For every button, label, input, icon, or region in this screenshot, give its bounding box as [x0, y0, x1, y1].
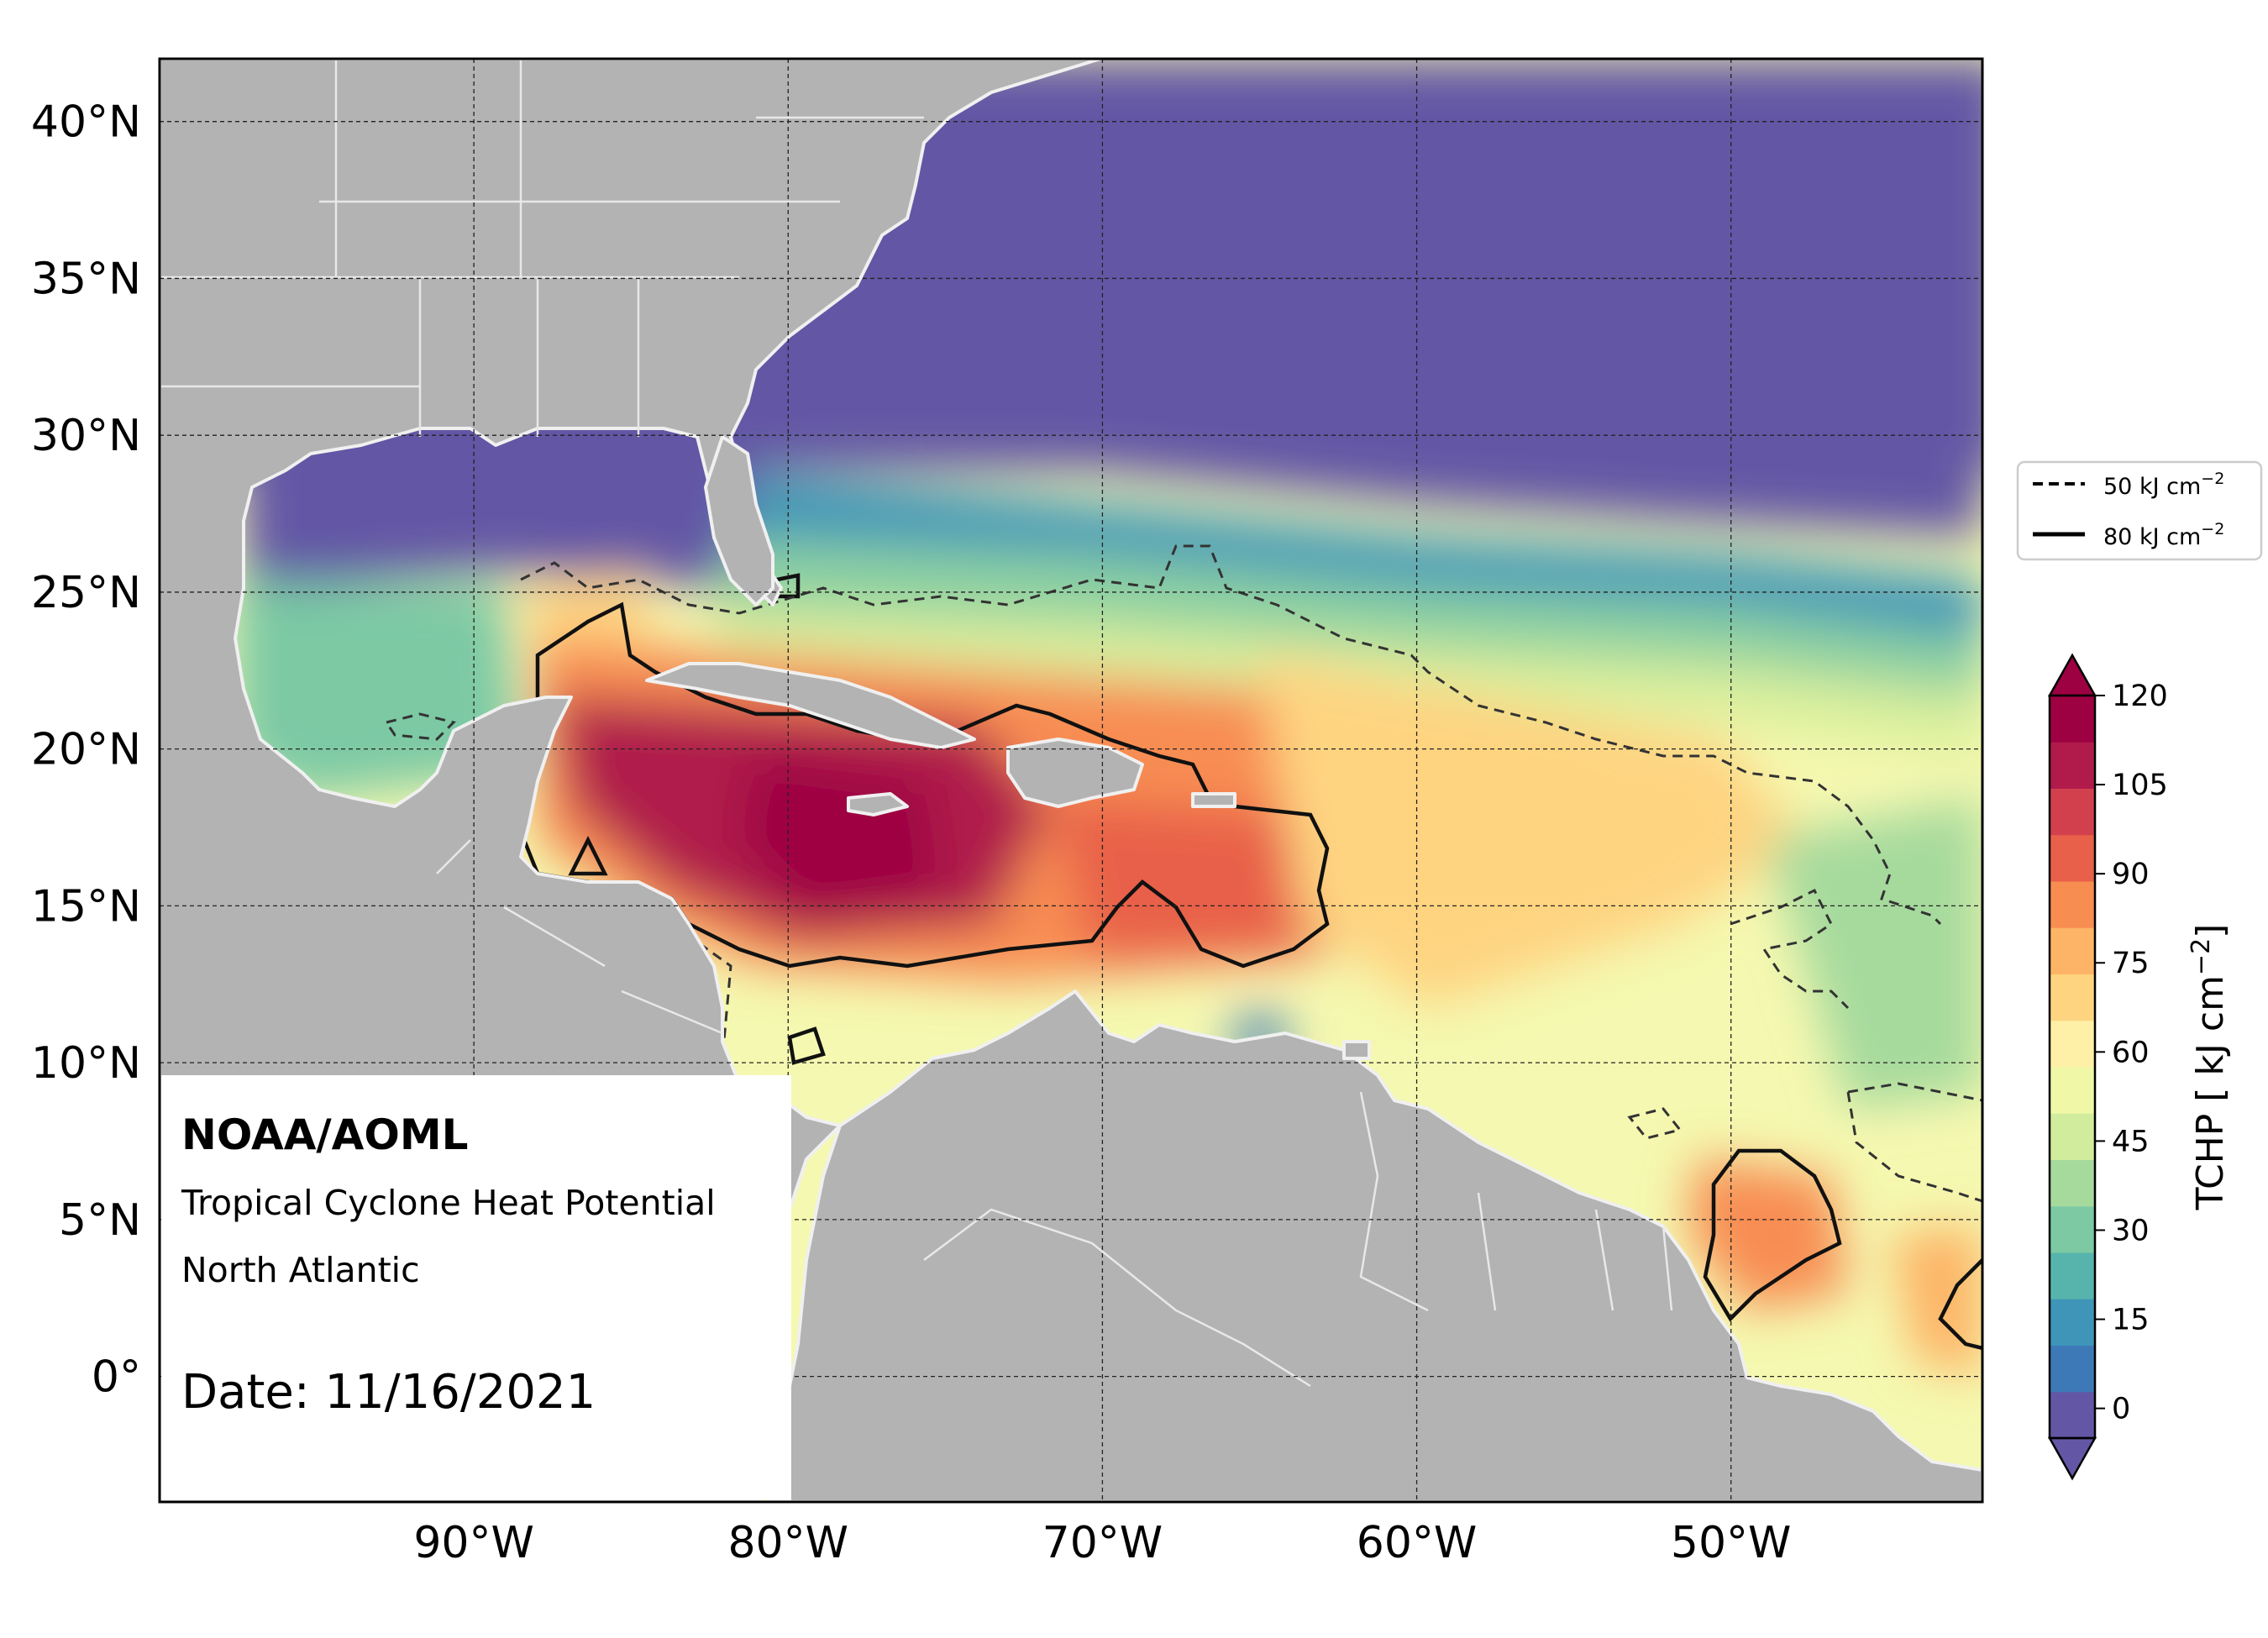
- land-trinidad: [1342, 1040, 1371, 1060]
- colorbar-tick-label: 90: [2112, 858, 2150, 891]
- land-south-america: [771, 990, 1982, 1502]
- colorbar-segment: [2050, 1159, 2095, 1207]
- colorbar-tick-label: 105: [2112, 769, 2168, 802]
- region-label: North Atlantic: [181, 1250, 420, 1290]
- colorbar-segments: [2050, 696, 2095, 1439]
- colorbar-frame: [2048, 694, 2097, 1440]
- contour-50-gulf: [384, 712, 456, 741]
- colorbar-bottom-extend: [2047, 1436, 2097, 1481]
- colorbar-segment: [2050, 1067, 2095, 1114]
- lat-tick-label: 25°N: [31, 568, 141, 618]
- colorbar-segment: [2050, 696, 2095, 743]
- lat-tick-label: 10°N: [31, 1038, 141, 1089]
- contour-legend: 50 kJ cm−2 80 kJ cm−2: [2016, 460, 2263, 561]
- colorbar-segment: [2050, 788, 2095, 836]
- colorbar-tick-label: 0: [2112, 1393, 2130, 1426]
- colorbar-segment: [2050, 881, 2095, 928]
- lon-tick-label: 90°W: [413, 1518, 534, 1568]
- contour-50-north: [520, 544, 1942, 926]
- contour-50-atlantic-south: [1846, 1082, 1982, 1203]
- lat-tick-label: 35°N: [31, 254, 141, 304]
- land-cuba: [645, 662, 976, 749]
- land-puerto-rico: [1191, 792, 1236, 808]
- colorbar-segment: [2050, 742, 2095, 789]
- colorbar-tick-label: 45: [2112, 1125, 2150, 1158]
- lon-tick-label: 60°W: [1357, 1518, 1478, 1568]
- colorbar-label: TCHP [ kJ cm−2]: [2187, 924, 2232, 1211]
- date-label: Date: 11/16/2021: [181, 1365, 596, 1420]
- lat-tick-label: 15°N: [31, 881, 141, 932]
- land-hispaniola: [1006, 738, 1144, 808]
- lat-tick-label: 5°N: [59, 1195, 141, 1246]
- colorbar-tick-label: 30: [2112, 1214, 2150, 1247]
- lon-tick-label: 50°W: [1671, 1518, 1792, 1568]
- colorbar-tick-label: 75: [2112, 947, 2150, 980]
- colorbar-segment: [2050, 927, 2095, 974]
- lat-tick-label: 30°N: [31, 411, 141, 461]
- colorbar-segment: [2050, 1391, 2095, 1439]
- lon-tick-label: 80°W: [727, 1518, 848, 1568]
- contour-50-spot: [1627, 1107, 1683, 1140]
- contour-80-caribbean: [518, 601, 1330, 969]
- lat-tick-label: 0°: [92, 1352, 141, 1403]
- tropical-atlantic-orange: [1260, 655, 1806, 1008]
- colorbar-tick-label: 120: [2112, 680, 2168, 713]
- colorbar-tick-labels: 120 105 90 75 60 45 30 15 0: [2095, 680, 2168, 1426]
- colorbar-top-extend: [2047, 653, 2097, 697]
- colorbar-segment: [2050, 1299, 2095, 1346]
- colorbar-segment: [2050, 1252, 2095, 1299]
- legend-item-50: 50 kJ cm−2: [2103, 470, 2224, 500]
- land-florida: [704, 435, 774, 606]
- lat-tick-label: 20°N: [31, 725, 141, 775]
- map-content: [160, 59, 1982, 1502]
- colorbar-segment: [2050, 1113, 2095, 1160]
- annotation-background: [161, 1075, 791, 1500]
- guiana-warm-pool: [1688, 1159, 1848, 1310]
- lon-tick-label: 70°W: [1042, 1518, 1163, 1568]
- lon-tick-labels: 90°W 80°W 70°W 60°W 50°W: [413, 1518, 1791, 1568]
- lat-tick-labels: 40°N 35°N 30°N 25°N 20°N 15°N 10°N 5°N 0°: [31, 97, 141, 1403]
- map-frame: [158, 57, 1984, 1504]
- contour-80-small-cell-1: [568, 835, 608, 876]
- tchp-field: [160, 59, 1982, 1502]
- legend-item-80: 80 kJ cm−2: [2103, 520, 2224, 550]
- colorbar-tick-label: 60: [2112, 1036, 2150, 1069]
- east-atlantic-green: [1764, 798, 1982, 1109]
- land-jamaica: [847, 792, 909, 816]
- map-panel: [158, 57, 1984, 1504]
- colorbar-segment: [2050, 1205, 2095, 1253]
- colorbar-segment: [2050, 1020, 2095, 1068]
- contours: [384, 544, 1982, 1351]
- colorbar-segment: [2050, 1345, 2095, 1393]
- org-label: NOAA/AOML: [181, 1110, 468, 1159]
- colorbar-segment: [2050, 974, 2095, 1021]
- colorbar-tick-label: 15: [2112, 1304, 2150, 1337]
- contour-80-guiana: [1703, 1148, 1842, 1322]
- colorbar-segment: [2050, 834, 2095, 882]
- contour-50-east-loop: [1730, 888, 1850, 1010]
- contour-80-small-cell-2: [787, 1026, 826, 1065]
- cold-north-atlantic-edge: [756, 403, 1982, 538]
- borders: [160, 59, 1673, 1388]
- colorbar: 120 105 90 75 60 45 30 15 0 TCHP [ kJ cm−2]: [2047, 653, 2232, 1481]
- transition-band-blue: [714, 470, 1982, 638]
- product-label: Tropical Cyclone Heat Potential: [181, 1183, 716, 1223]
- transition-band-green: [714, 538, 1982, 697]
- gulf-cold-north: [244, 428, 756, 588]
- lat-tick-label: 40°N: [31, 97, 141, 148]
- contour-80-east: [1938, 1258, 1982, 1351]
- annotation-box: NOAA/AOML Tropical Cyclone Heat Potentia…: [161, 1075, 791, 1500]
- contour-50-south: [602, 922, 732, 1094]
- east-caribbean-warm: [1050, 798, 1327, 958]
